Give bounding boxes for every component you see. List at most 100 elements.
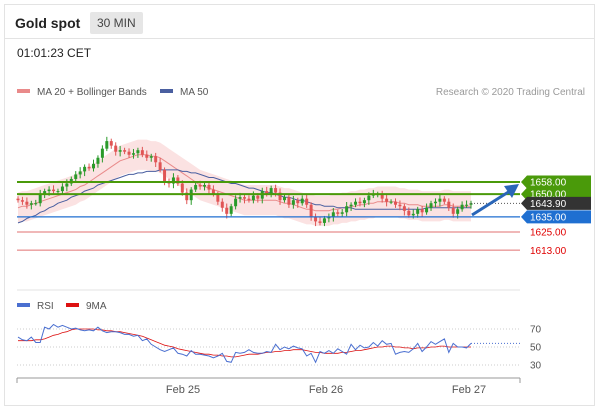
candle-body [154, 156, 158, 163]
candle-body [269, 188, 273, 195]
candle [416, 206, 420, 218]
candle [469, 200, 473, 209]
candle-body [358, 201, 362, 204]
x-tick-label: Feb 26 [309, 384, 343, 396]
candle [38, 189, 42, 207]
candle-body [309, 204, 313, 217]
candle-body [87, 166, 91, 169]
candle [305, 194, 309, 208]
candle [229, 203, 233, 217]
candle [407, 207, 411, 218]
candle-body [327, 216, 331, 219]
candle-body [234, 198, 238, 207]
candle [29, 200, 33, 210]
legend-swatch-ma50 [160, 89, 173, 93]
candle [345, 202, 349, 217]
x-tick-label: Feb 25 [166, 384, 200, 396]
candle [118, 145, 122, 157]
candle [194, 181, 198, 192]
candle-body [354, 201, 358, 205]
candle [52, 185, 56, 194]
candle [354, 198, 358, 208]
candle-body [47, 189, 51, 192]
candle [402, 203, 406, 216]
candle [154, 152, 158, 167]
candle [300, 195, 304, 206]
candle-body [74, 174, 78, 179]
candle [340, 208, 344, 217]
candle-body [78, 171, 82, 175]
candle-body [38, 194, 42, 204]
candle-body [65, 183, 69, 187]
candle-body [322, 218, 326, 223]
level-badge-pivot [521, 210, 591, 224]
candle [269, 185, 273, 198]
candle-body [442, 198, 446, 202]
candle-body [16, 198, 20, 201]
candle [460, 201, 464, 212]
candle [114, 142, 118, 156]
candle-body [149, 156, 153, 158]
x-tick-label: Feb 27 [452, 384, 486, 396]
candle [336, 209, 340, 217]
candle-body [300, 198, 304, 204]
level-label: 1658.00 [530, 178, 567, 189]
candle-body [256, 195, 260, 199]
rsi-tick-label: 50 [530, 343, 542, 354]
candle [465, 200, 469, 208]
candle-body [274, 188, 278, 193]
level-label: 1625.00 [530, 228, 567, 239]
candle-body [194, 185, 198, 190]
candle [149, 153, 153, 162]
candle [185, 188, 189, 205]
candle [287, 193, 291, 208]
candle-body [385, 198, 389, 202]
candle [189, 187, 193, 205]
level-label: 1650.00 [530, 190, 567, 201]
candle-body [123, 150, 127, 152]
candle-body [34, 203, 38, 205]
candle [309, 202, 313, 221]
candle-body [171, 177, 175, 184]
candle [207, 181, 211, 195]
candle [296, 197, 300, 208]
candle-body [265, 191, 269, 195]
candle-body [247, 198, 251, 201]
candle [438, 194, 442, 207]
candle [447, 198, 451, 211]
candle-body [92, 163, 95, 169]
candle-body [402, 206, 406, 211]
candle-body [105, 141, 109, 149]
level-label: 1635.00 [530, 212, 567, 223]
candle-body [420, 209, 424, 213]
candle-body [25, 201, 29, 205]
candle [380, 190, 384, 203]
candle-body [100, 148, 104, 158]
rsi-tick-label: 30 [530, 361, 542, 372]
timeframe-badge[interactable]: 30 MIN [90, 12, 143, 34]
candle [385, 194, 389, 207]
candle [92, 159, 95, 172]
candle-body [136, 150, 140, 154]
candle-body [278, 192, 282, 201]
candle [145, 150, 149, 161]
candle-body [451, 207, 455, 214]
candle [358, 197, 362, 207]
level-label: 1643.90 [530, 199, 567, 210]
candle-body [447, 201, 451, 208]
legend-swatch-rsi [17, 303, 30, 307]
gold-spot-chart: MA 20 + Bollinger Bands MA 50 Research © 2… [16, 87, 591, 396]
candle-body [349, 204, 353, 207]
candle [131, 148, 135, 159]
candle-body [336, 212, 340, 214]
candle-body [185, 192, 189, 201]
candle-body [331, 212, 335, 217]
candle [123, 147, 127, 155]
candle [451, 203, 455, 218]
candle-body [282, 197, 286, 201]
timestamp: 01:01:23 CET [17, 46, 92, 60]
candle [394, 198, 397, 208]
candle-body [389, 201, 393, 203]
rsi-tick-label: 70 [530, 325, 542, 336]
candle-body [52, 189, 56, 192]
